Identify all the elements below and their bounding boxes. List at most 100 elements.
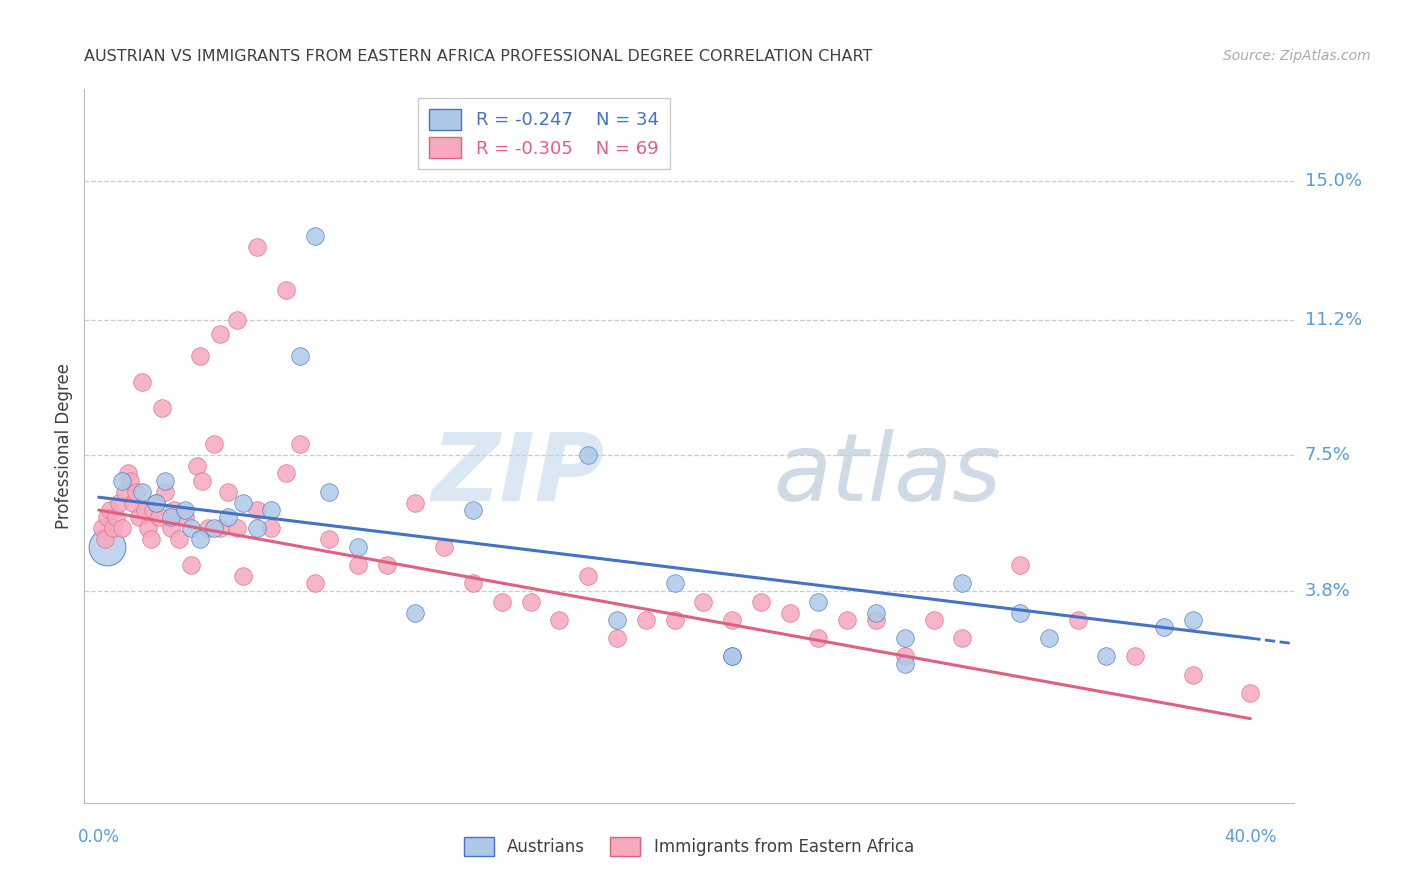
Point <box>1038 631 1060 645</box>
Point <box>188 533 211 547</box>
Point <box>232 569 254 583</box>
Text: 7.5%: 7.5% <box>1305 446 1351 464</box>
Point <box>260 521 283 535</box>
Point <box>404 496 426 510</box>
Point <box>894 657 917 671</box>
Point <box>807 631 830 645</box>
Point <box>202 521 225 535</box>
Point <box>117 467 139 481</box>
Point <box>139 533 162 547</box>
Point <box>318 533 340 547</box>
Point <box>217 510 239 524</box>
Point <box>433 540 456 554</box>
Point <box>246 521 269 535</box>
Point <box>98 503 121 517</box>
Legend: Austrians, Immigrants from Eastern Africa: Austrians, Immigrants from Eastern Afric… <box>454 827 924 866</box>
Point <box>226 521 249 535</box>
Point <box>174 510 197 524</box>
Point <box>131 375 153 389</box>
Point <box>131 484 153 499</box>
Point <box>202 437 225 451</box>
Point <box>347 558 370 572</box>
Text: ZIP: ZIP <box>432 428 605 521</box>
Point <box>232 496 254 510</box>
Point <box>96 510 118 524</box>
Point <box>865 613 887 627</box>
Point <box>952 631 974 645</box>
Point <box>246 503 269 517</box>
Point <box>114 484 136 499</box>
Point <box>1153 620 1175 634</box>
Point <box>461 503 484 517</box>
Point <box>93 533 115 547</box>
Point <box>290 437 312 451</box>
Point <box>274 284 297 298</box>
Point <box>576 448 599 462</box>
Point <box>519 594 541 608</box>
Point <box>318 484 340 499</box>
Y-axis label: Professional Degree: Professional Degree <box>55 363 73 529</box>
Point <box>101 521 124 535</box>
Point <box>634 613 657 627</box>
Text: Source: ZipAtlas.com: Source: ZipAtlas.com <box>1223 49 1371 63</box>
Point <box>1008 606 1031 620</box>
Text: 3.8%: 3.8% <box>1305 582 1350 599</box>
Point <box>208 521 231 535</box>
Point <box>105 510 128 524</box>
Point <box>169 533 191 547</box>
Point <box>142 503 165 517</box>
Point <box>226 312 249 326</box>
Point <box>664 613 686 627</box>
Point <box>145 496 167 510</box>
Point <box>186 459 208 474</box>
Point <box>461 576 484 591</box>
Point <box>290 349 312 363</box>
Point <box>576 569 599 583</box>
Point <box>894 631 917 645</box>
Point <box>174 503 197 517</box>
Point <box>491 594 513 608</box>
Point <box>749 594 772 608</box>
Text: AUSTRIAN VS IMMIGRANTS FROM EASTERN AFRICA PROFESSIONAL DEGREE CORRELATION CHART: AUSTRIAN VS IMMIGRANTS FROM EASTERN AFRI… <box>84 49 873 64</box>
Point <box>90 521 112 535</box>
Point <box>606 613 628 627</box>
Point <box>159 510 181 524</box>
Point <box>136 521 159 535</box>
Text: 15.0%: 15.0% <box>1305 171 1361 190</box>
Point <box>111 474 134 488</box>
Point <box>191 474 214 488</box>
Point <box>246 239 269 253</box>
Point <box>807 594 830 608</box>
Point <box>721 613 744 627</box>
Point <box>145 496 167 510</box>
Point <box>721 649 744 664</box>
Point <box>721 649 744 664</box>
Text: 11.2%: 11.2% <box>1305 310 1362 329</box>
Point <box>153 484 176 499</box>
Point <box>162 503 184 517</box>
Point <box>548 613 571 627</box>
Point <box>865 606 887 620</box>
Point <box>692 594 714 608</box>
Point <box>153 474 176 488</box>
Point <box>1239 686 1261 700</box>
Point <box>274 467 297 481</box>
Point <box>304 228 326 243</box>
Point <box>1181 613 1204 627</box>
Point <box>180 521 202 535</box>
Point <box>347 540 370 554</box>
Point <box>134 503 156 517</box>
Point <box>894 649 917 664</box>
Point <box>128 510 150 524</box>
Point <box>120 474 142 488</box>
Point <box>108 496 131 510</box>
Point <box>922 613 945 627</box>
Point <box>375 558 398 572</box>
Text: 40.0%: 40.0% <box>1225 828 1277 846</box>
Point <box>837 613 859 627</box>
Point <box>1181 667 1204 681</box>
Text: atlas: atlas <box>773 429 1002 520</box>
Point <box>208 327 231 342</box>
Point <box>96 540 118 554</box>
Point <box>111 521 134 535</box>
